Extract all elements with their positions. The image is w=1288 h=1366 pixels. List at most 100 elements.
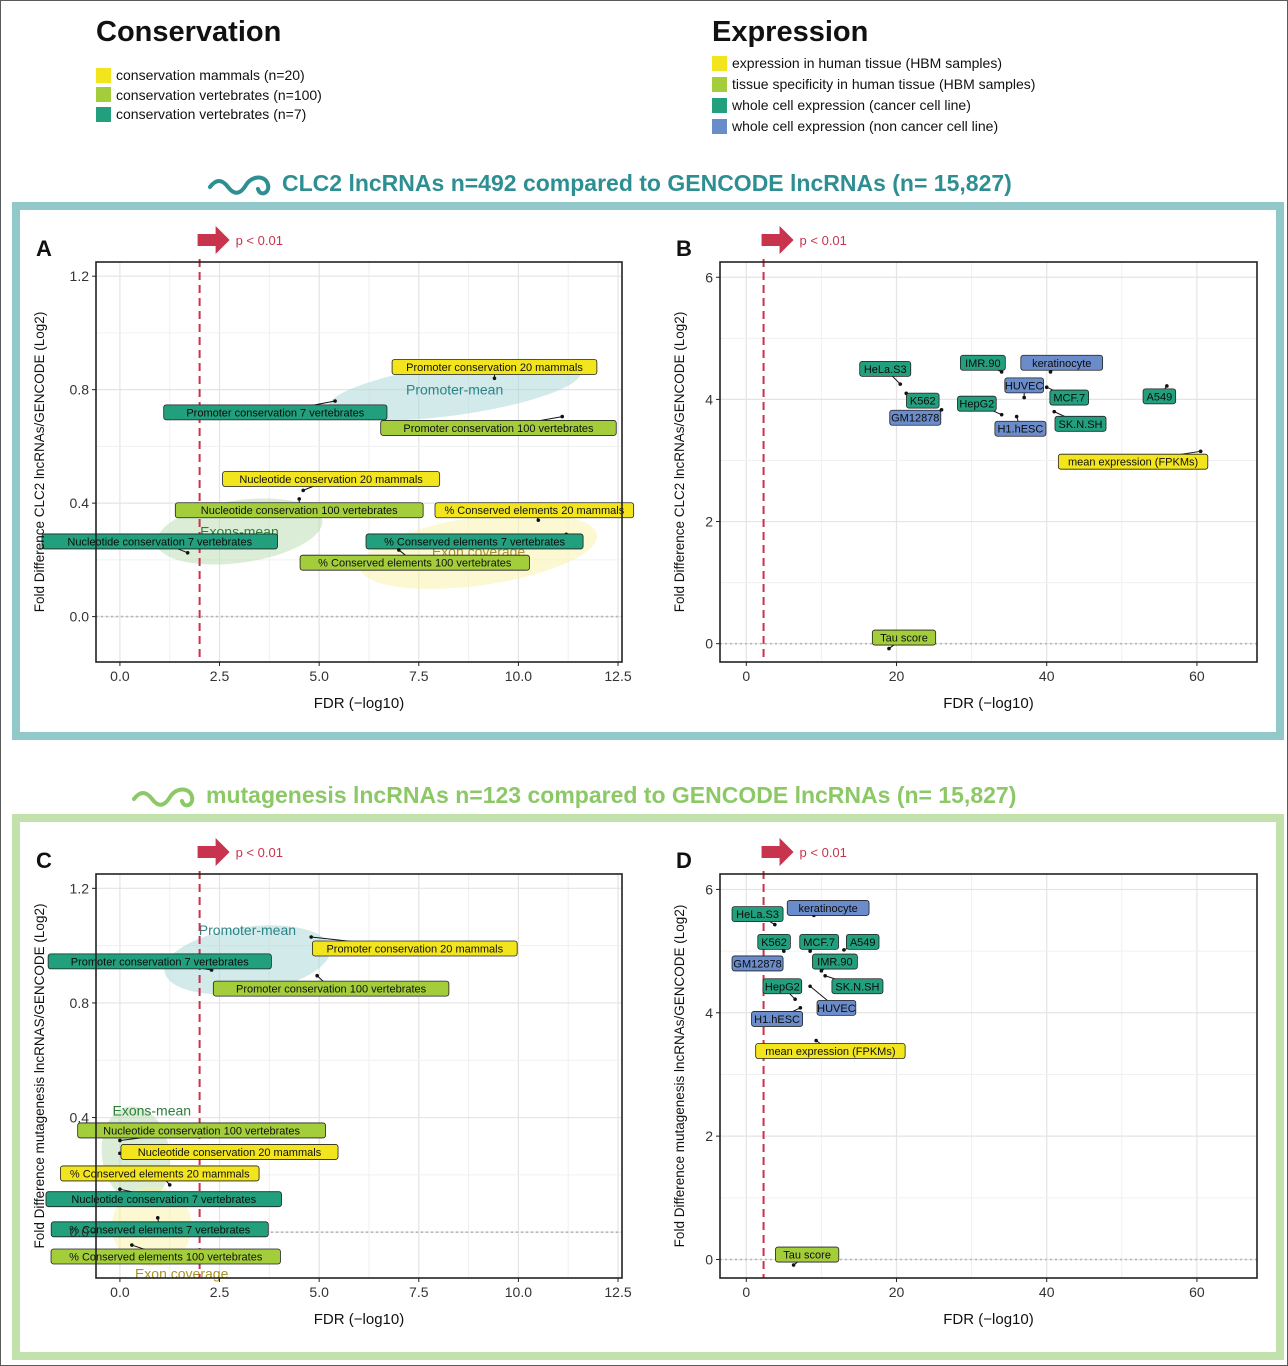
y-tick-label: 1.2 (70, 880, 90, 896)
data-point (808, 949, 812, 953)
data-point (155, 1216, 160, 1220)
legend-label: whole cell expression (non cancer cell l… (732, 118, 999, 134)
mutagenesis-section-title: mutagenesis lncRNAs n=123 compared to GE… (132, 782, 1016, 811)
point-label-box (120, 1144, 339, 1160)
y-tick-label: 0.0 (70, 609, 90, 625)
x-tick-label: 2.5 (210, 668, 230, 684)
legend-label: conservation vertebrates (n=100) (116, 86, 322, 103)
ellipse-label: Promoter-mean (199, 922, 296, 938)
data-point (297, 497, 302, 501)
clc2-panel-box (12, 202, 1284, 740)
y-axis-title: Fold Difference mutagenesis lncRNAs/GENC… (672, 905, 687, 1248)
point-label-box (222, 471, 441, 487)
point-label: IMR.90 (965, 358, 1000, 370)
legend-label: tissue specificity in human tissue (HBM … (732, 76, 1036, 92)
x-tick-label: 10.0 (505, 1284, 532, 1300)
data-point (315, 973, 319, 978)
point-label: HUVEC (1005, 380, 1044, 392)
point-label: HepG2 (765, 981, 800, 993)
point-label-box (212, 980, 450, 997)
expression-legend-item: expression in human tissue (HBM samples) (712, 55, 1002, 71)
point-label: % Conserved elements 100 vertebrates (318, 558, 512, 570)
threshold-label: p < 0.01 (236, 845, 283, 860)
point-label: Promoter conservation 100 vertebrates (403, 423, 594, 435)
threshold-label: p < 0.01 (800, 233, 847, 248)
point-label-box (1057, 453, 1209, 470)
conservation-legend-title: Conservation (96, 16, 282, 48)
point-label-box (380, 420, 617, 436)
x-tick-label: 12.5 (604, 1284, 631, 1300)
plot-border (95, 873, 623, 1279)
point-label: HeLa.S3 (736, 909, 779, 921)
point-label: Tau score (880, 633, 928, 645)
conservation-legend-item: conservation vertebrates (n=100) (96, 87, 322, 103)
data-point (118, 1187, 122, 1191)
ellipse-label: Exons-mean (112, 1102, 191, 1118)
legend-swatch (96, 87, 111, 102)
point-label-box (786, 900, 870, 916)
point-label-box (45, 1191, 282, 1208)
data-point (397, 548, 401, 552)
data-point (819, 969, 824, 973)
data-point (1052, 409, 1057, 414)
point-label-box (1142, 388, 1177, 405)
data-point (887, 646, 891, 651)
legend-label: conservation mammals (n=20) (116, 67, 305, 83)
point-label: H1.hESC (754, 1014, 800, 1026)
ellipse-label: Exon coverage (135, 1266, 229, 1282)
y-tick-label: 0.4 (70, 1110, 90, 1126)
plot-border (95, 261, 623, 663)
data-point (1022, 395, 1026, 400)
point-label-box (762, 978, 803, 995)
x-tick-label: 40 (1039, 1284, 1055, 1300)
data-point (791, 1263, 796, 1267)
threshold-label: p < 0.01 (800, 845, 847, 860)
data-point (301, 488, 306, 493)
point-label: HepG2 (959, 399, 994, 411)
x-tick-label: 5.0 (309, 668, 329, 684)
legend-swatch (96, 106, 111, 122)
x-tick-label: 0 (742, 668, 750, 684)
point-label-box (755, 1043, 906, 1059)
point-label-box (365, 533, 584, 550)
point-label-box (391, 359, 598, 375)
point-label-box (163, 404, 388, 421)
plot-background (96, 262, 622, 662)
x-tick-label: 10.0 (505, 668, 532, 684)
data-point (823, 973, 827, 978)
point-label-box (311, 940, 518, 957)
y-tick-label: 0 (705, 636, 713, 652)
panel-letter: C (36, 848, 52, 873)
x-axis-title: FDR (−log10) (314, 1311, 404, 1328)
point-label: H1.hESC (997, 424, 1043, 436)
point-label: Promoter conservation 100 vertebrates (236, 984, 427, 996)
data-point (118, 1138, 122, 1143)
point-label: % Conserved elements 20 mammals (70, 1168, 250, 1180)
point-label: keratinocyte (1032, 358, 1091, 370)
point-label-box (299, 554, 530, 571)
data-point (773, 922, 777, 927)
point-label: A549 (850, 937, 876, 949)
data-point (808, 984, 812, 989)
point-label: GM12878 (733, 958, 781, 970)
legend-swatch (712, 55, 727, 71)
point-label-box (41, 533, 278, 550)
data-point (939, 407, 944, 412)
legend-label: whole cell expression (cancer cell line) (732, 97, 971, 113)
expression-legend-item: whole cell expression (cancer cell line) (712, 97, 971, 113)
point-label: keratinocyte (798, 903, 857, 915)
clc2-section-title: CLC2 lncRNAs n=492 compared to GENCODE l… (208, 170, 1012, 199)
legend-swatch (712, 97, 727, 113)
point-label: A549 (1147, 391, 1173, 403)
point-label-box (831, 978, 884, 995)
point-label: Nucleotide conservation 100 vertebrates (201, 505, 398, 517)
point-label: MCF.7 (803, 937, 835, 949)
x-axis-title: FDR (−log10) (943, 1311, 1033, 1328)
y-axis-title: Fold Difference CLC2 lncRNAs/GENCODE (Lo… (32, 312, 47, 613)
rna-squiggle-icon (132, 787, 195, 808)
threshold-arrow-icon (197, 226, 230, 254)
point-label-box (960, 354, 1006, 371)
data-point (1165, 384, 1169, 388)
x-tick-label: 40 (1039, 668, 1055, 684)
